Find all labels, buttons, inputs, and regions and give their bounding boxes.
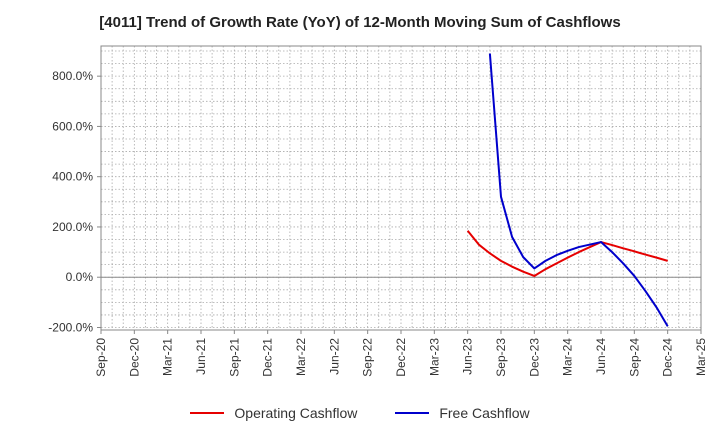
chart-title: [4011] Trend of Growth Rate (YoY) of 12-… <box>99 14 621 31</box>
legend-item-operating-cashflow: Operating Cashflow <box>190 405 357 421</box>
x-tick-label: Jun-23 <box>461 338 475 375</box>
x-tick-label: Sep-24 <box>627 338 641 377</box>
x-tick-label: Dec-22 <box>394 338 408 377</box>
series-line-free-cashflow <box>488 53 669 327</box>
x-tick-label: Mar-23 <box>427 338 441 376</box>
x-tick-label: Dec-20 <box>127 338 141 377</box>
y-tick-label: 600.0% <box>52 119 93 133</box>
series-line-operating-cashflow <box>466 230 668 277</box>
legend-swatch-free-cashflow <box>395 412 430 414</box>
legend-swatch-operating-cashflow <box>190 412 225 414</box>
legend-item-free-cashflow: Free Cashflow <box>395 405 530 421</box>
x-tick-label: Mar-25 <box>694 338 708 376</box>
grid-layer <box>101 46 701 330</box>
x-tick-label: Jun-21 <box>194 338 208 375</box>
x-tick-label: Sep-21 <box>227 338 241 377</box>
legend-label-operating-cashflow: Operating Cashflow <box>234 405 358 421</box>
x-axis: Sep-20 Dec-20 Mar-21 Jun-21 Sep-21 Dec-21 Mar-… <box>94 330 708 377</box>
x-tick-label: Mar-22 <box>294 338 308 376</box>
x-tick-label: Mar-24 <box>561 338 575 376</box>
x-tick-label: Dec-21 <box>261 338 275 377</box>
legend: Operating Cashflow Free Cashflow <box>0 405 720 421</box>
y-tick-label: 400.0% <box>52 170 93 184</box>
y-tick-label: -200.0% <box>48 320 93 334</box>
x-tick-label: Sep-23 <box>494 338 508 377</box>
y-tick-label: 0.0% <box>66 270 94 284</box>
legend-label-free-cashflow: Free Cashflow <box>439 405 530 421</box>
x-tick-label: Dec-23 <box>527 338 541 377</box>
x-tick-label: Sep-20 <box>94 338 108 377</box>
x-tick-label: Sep-22 <box>361 338 375 377</box>
y-axis: 800.0% 600.0% 400.0% 200.0% 0.0% -200.0% <box>48 69 101 334</box>
x-tick-label: Jun-24 <box>594 338 608 375</box>
y-tick-label: 800.0% <box>52 69 93 83</box>
x-tick-label: Dec-24 <box>661 338 675 377</box>
series-layer <box>466 53 669 327</box>
x-tick-label: Mar-21 <box>161 338 175 376</box>
y-tick-label: 200.0% <box>52 220 93 234</box>
x-tick-label: Jun-22 <box>327 338 341 375</box>
